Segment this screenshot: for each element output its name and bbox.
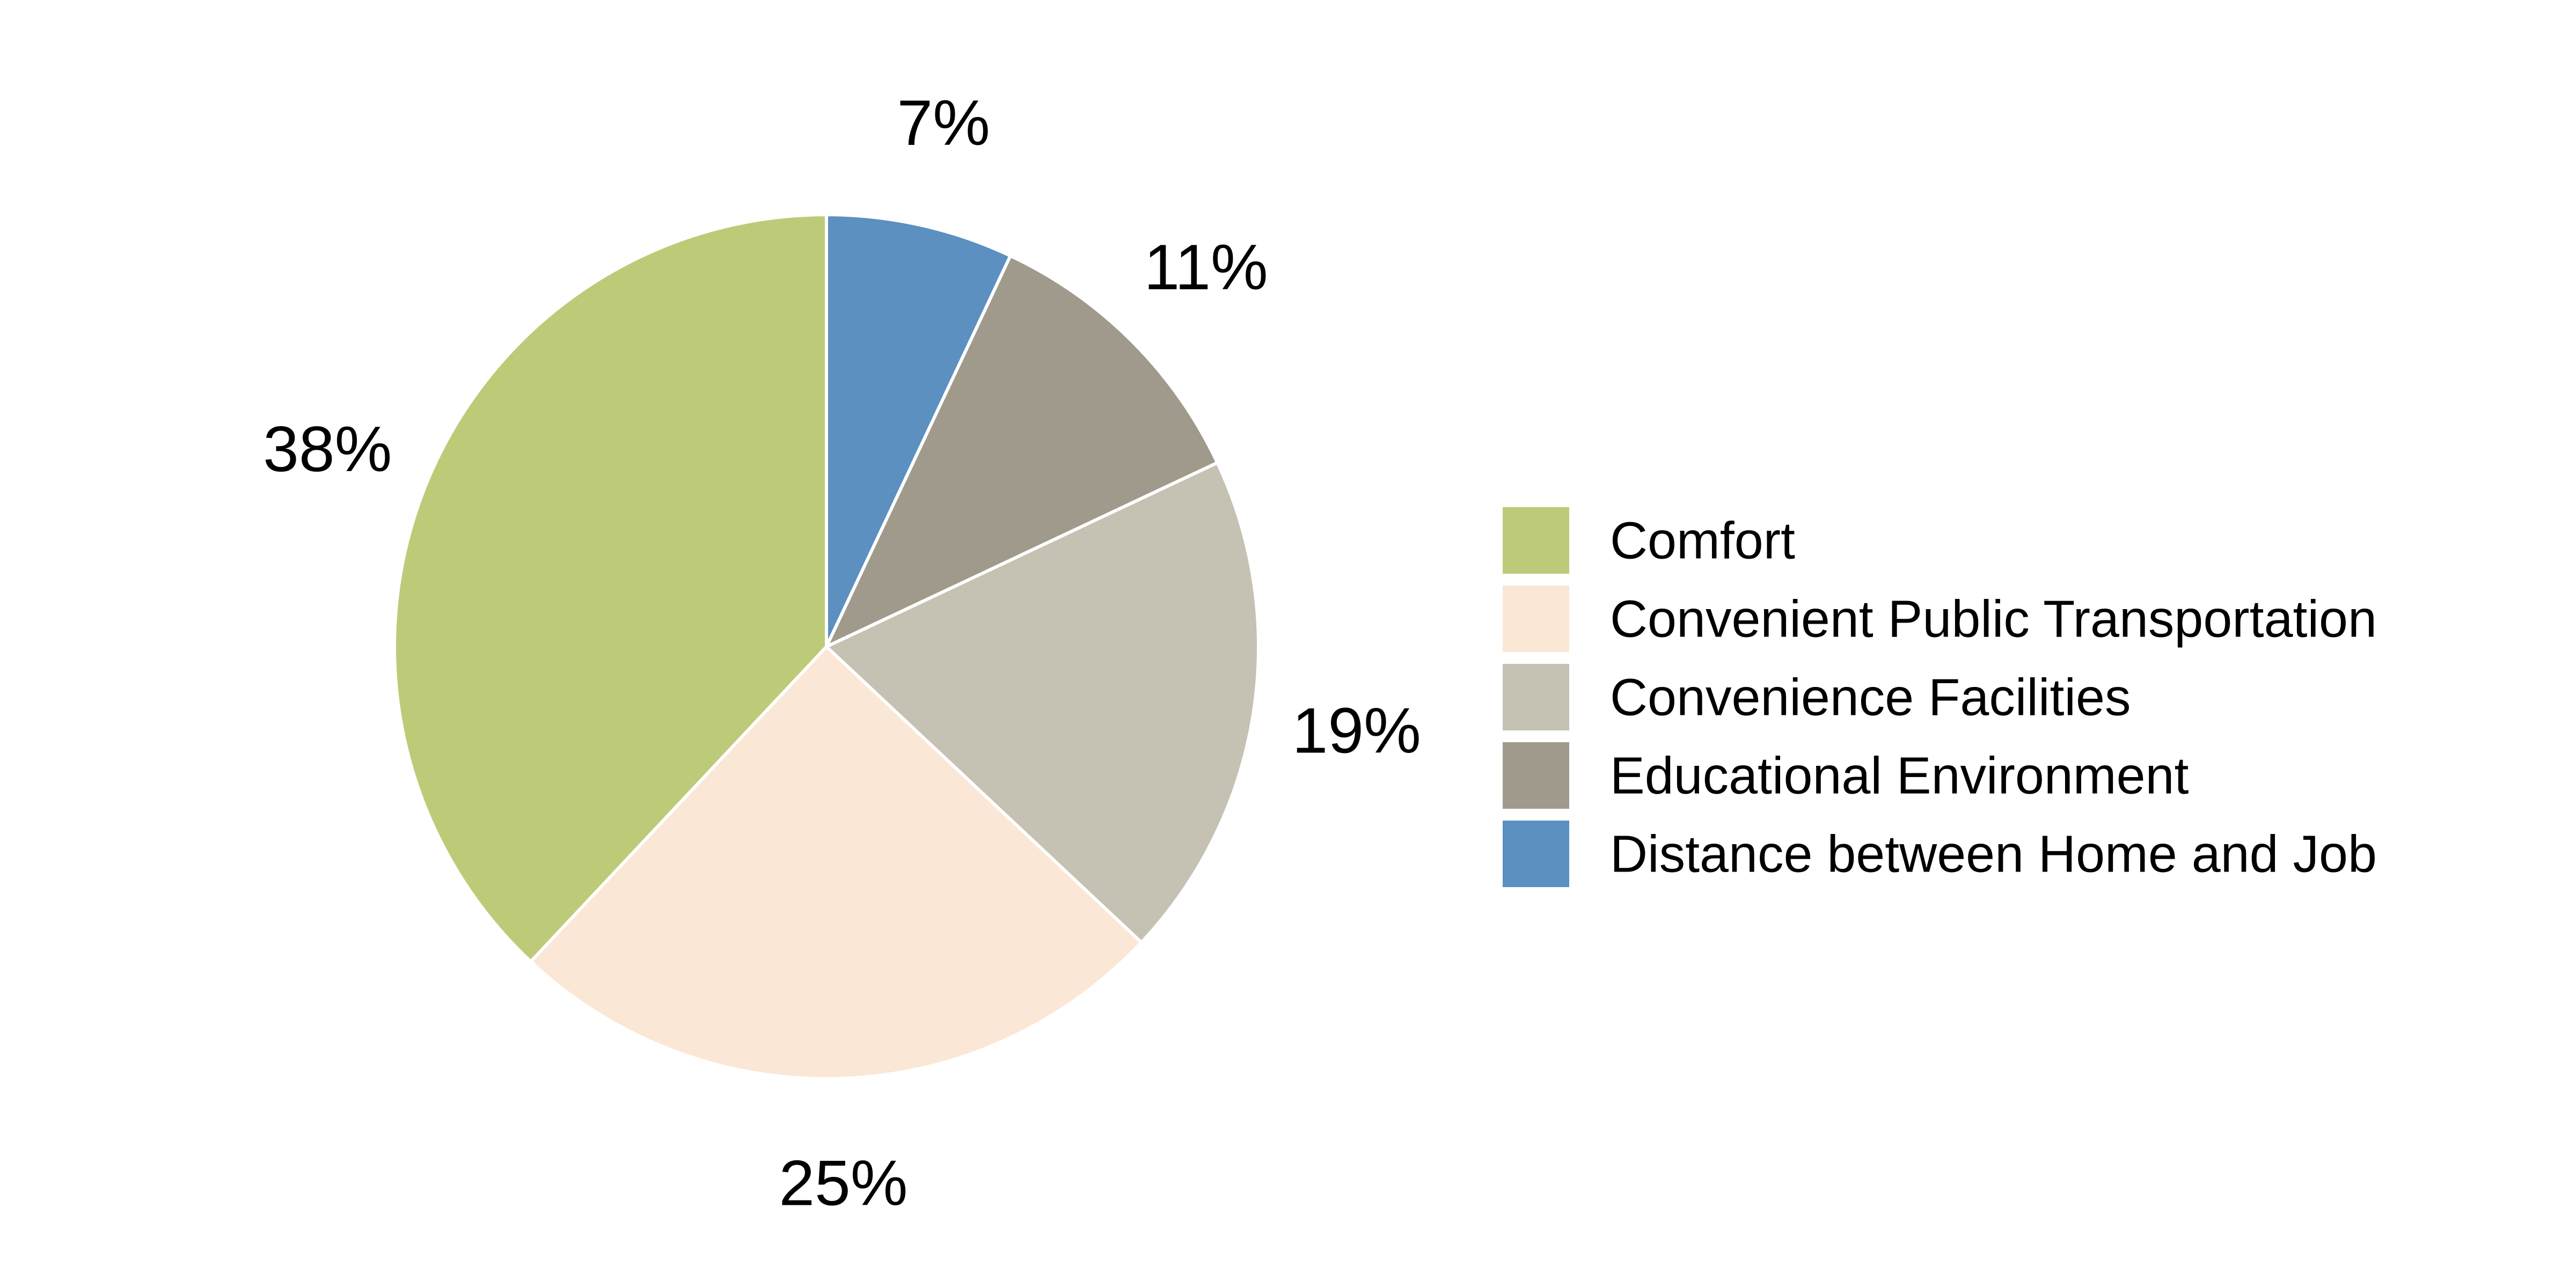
legend-label-convenience-facilities: Convenience Facilities [1610,668,2131,727]
pie-slice-comfort [393,213,828,963]
pie-label-educational-environment: 11% [1144,231,1268,303]
legend-swatch-convenience-facilities [1503,664,1569,730]
legend-label-comfort: Comfort [1610,511,1795,570]
pie-label-comfort: 38% [263,413,392,485]
legend-label-convenient-public-transportation: Convenient Public Transportation [1610,590,2377,648]
legend: Comfort Convenient Public Transportation C… [1503,507,2377,887]
pie-label-distance-between-home-and-job: 7% [897,87,990,159]
legend-swatch-convenient-public-transportation [1503,586,1569,652]
legend-swatch-distance-between-home-and-job [1503,821,1569,887]
legend-swatch-educational-environment [1503,742,1569,809]
legend-item-distance-between-home-and-job: Distance between Home and Job [1503,821,2377,887]
pie-percent-labels: 7% 11% 19% 25% 38% [263,87,1421,1219]
legend-label-distance-between-home-and-job: Distance between Home and Job [1610,825,2377,883]
legend-item-convenient-public-transportation: Convenient Public Transportation [1503,586,2377,652]
legend-item-comfort: Comfort [1503,507,1795,574]
pie-slice-educational-environment [825,254,1219,648]
legend-item-convenience-facilities: Convenience Facilities [1503,664,2131,730]
pie-slice-convenience-facilities [825,461,1260,945]
pie-label-convenience-facilities: 19% [1292,694,1421,766]
legend-item-educational-environment: Educational Environment [1503,742,2189,809]
pie-slices [393,213,1260,1080]
pie-label-convenient-public-transportation: 25% [779,1147,908,1219]
legend-swatch-comfort [1503,507,1569,574]
pie-slice-convenient-public-transportation [529,645,1143,1080]
legend-label-educational-environment: Educational Environment [1610,747,2189,805]
pie-slice-distance-between-home-and-job [825,213,1012,648]
